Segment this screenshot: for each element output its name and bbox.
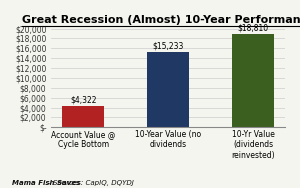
Text: $18,810: $18,810 — [238, 24, 269, 33]
Text: $4,322: $4,322 — [70, 96, 97, 105]
Text: $15,233: $15,233 — [152, 42, 184, 51]
Bar — [147, 52, 189, 127]
Title: Great Recession (Almost) 10-Year Performance: Great Recession (Almost) 10-Year Perform… — [22, 15, 300, 25]
Text: - Sources: CapIQ, DQYDJ: - Sources: CapIQ, DQYDJ — [46, 180, 134, 186]
Text: Mama Fish Saves: Mama Fish Saves — [12, 180, 80, 186]
Bar — [232, 34, 274, 127]
Bar — [62, 106, 104, 127]
